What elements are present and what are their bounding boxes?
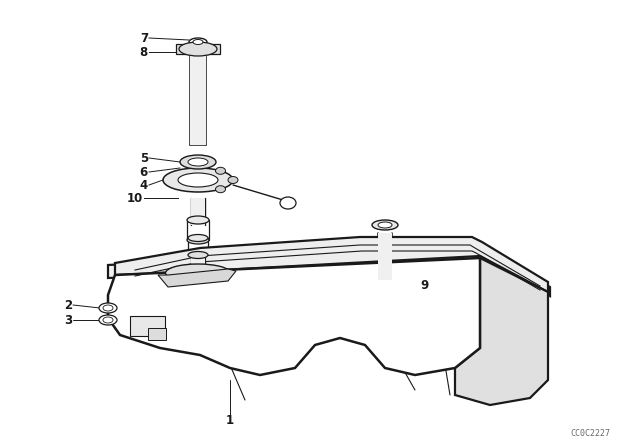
Ellipse shape bbox=[228, 177, 238, 184]
Text: 1: 1 bbox=[226, 414, 234, 426]
Text: 6: 6 bbox=[140, 165, 148, 178]
Bar bbox=[191, 255, 205, 280]
Ellipse shape bbox=[193, 39, 203, 44]
Ellipse shape bbox=[378, 222, 392, 228]
Polygon shape bbox=[108, 258, 480, 375]
Text: 2: 2 bbox=[64, 298, 72, 311]
Polygon shape bbox=[158, 269, 236, 287]
Text: 5: 5 bbox=[140, 151, 148, 164]
Ellipse shape bbox=[99, 303, 117, 313]
Bar bbox=[378, 233, 392, 280]
Bar bbox=[191, 255, 205, 273]
Ellipse shape bbox=[280, 197, 296, 209]
Text: 3: 3 bbox=[64, 314, 72, 327]
Ellipse shape bbox=[216, 167, 225, 174]
Polygon shape bbox=[455, 258, 548, 405]
Ellipse shape bbox=[99, 315, 117, 325]
Polygon shape bbox=[108, 245, 550, 296]
Bar bbox=[148, 328, 166, 340]
Ellipse shape bbox=[187, 216, 209, 224]
Text: 8: 8 bbox=[140, 46, 148, 59]
Ellipse shape bbox=[178, 173, 218, 187]
Ellipse shape bbox=[163, 168, 233, 192]
Ellipse shape bbox=[103, 317, 113, 323]
Text: 10: 10 bbox=[127, 191, 143, 204]
Ellipse shape bbox=[188, 158, 208, 166]
Text: 7: 7 bbox=[140, 31, 148, 44]
Ellipse shape bbox=[189, 38, 207, 46]
Bar bbox=[191, 198, 205, 225]
Ellipse shape bbox=[180, 155, 216, 169]
Ellipse shape bbox=[187, 269, 209, 281]
Ellipse shape bbox=[188, 234, 208, 241]
Text: CC0C2227: CC0C2227 bbox=[570, 429, 610, 438]
Ellipse shape bbox=[216, 185, 225, 193]
Text: 9: 9 bbox=[420, 279, 428, 292]
Ellipse shape bbox=[187, 236, 209, 244]
Polygon shape bbox=[115, 237, 548, 292]
Bar bbox=[190, 46, 206, 145]
Ellipse shape bbox=[372, 220, 398, 230]
Ellipse shape bbox=[166, 264, 230, 282]
Bar bbox=[176, 44, 220, 54]
Bar bbox=[130, 316, 165, 336]
Ellipse shape bbox=[179, 42, 217, 56]
Ellipse shape bbox=[103, 305, 113, 311]
Ellipse shape bbox=[188, 251, 208, 258]
Text: 4: 4 bbox=[140, 178, 148, 191]
